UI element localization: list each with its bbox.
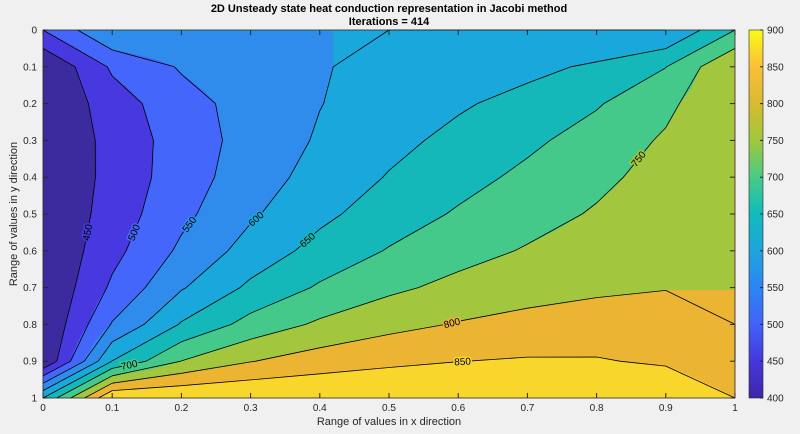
x-tick-label: 0 (40, 403, 46, 414)
contour-label: 500 (126, 223, 143, 243)
contour-line-700 (56, 29, 736, 399)
contour-label: 850 (454, 356, 472, 368)
colorbar-tick-label: 800 (767, 99, 784, 110)
colorbar-tick-label: 850 (767, 62, 784, 73)
y-tick-label: 0.7 (23, 283, 37, 294)
x-tick-label: 0.8 (590, 403, 604, 414)
y-tick-label: 0.2 (23, 99, 37, 110)
colorbar-tick-label: 750 (767, 136, 784, 147)
x-axis-label: Range of values in x direction (316, 416, 462, 428)
x-tick-label: 0.7 (520, 403, 534, 414)
contour-label: 450 (81, 223, 95, 242)
colorbar-tick-label: 500 (767, 320, 784, 331)
x-tick-label: 0.4 (313, 403, 327, 414)
y-tick-label: 0.3 (23, 136, 37, 147)
colorbar-tick-label: 550 (767, 283, 784, 294)
x-tick-label: 0.6 (451, 403, 465, 414)
colorbar-tick-label: 700 (767, 173, 784, 184)
chart-subtitle: Iterations = 414 (348, 16, 430, 28)
y-tick-label: 0.1 (23, 62, 37, 73)
y-tick-label: 1 (31, 394, 37, 405)
y-tick-label: 0.4 (23, 173, 37, 184)
contour-line-600 (42, 29, 666, 391)
y-tick-label: 0 (31, 26, 37, 37)
colorbar-tick-label: 900 (767, 26, 784, 37)
x-tick-label: 0.2 (174, 403, 188, 414)
contour-line-500 (42, 29, 154, 377)
x-tick-label: 0.3 (244, 403, 258, 414)
x-tick-label: 1 (732, 403, 738, 414)
contour-label: 700 (120, 359, 139, 373)
contour-label: 800 (443, 316, 462, 331)
chart-title: 2D Unsteady state heat conduction repres… (210, 3, 568, 15)
contour-line-550 (42, 29, 223, 384)
contour-line-750 (70, 48, 736, 399)
y-tick-label: 0.9 (23, 357, 37, 368)
x-tick-label: 0.5 (382, 403, 396, 414)
y-tick-label: 0.6 (23, 246, 37, 257)
colorbar-tick-label: 650 (767, 210, 784, 221)
contour-line-800 (84, 290, 736, 399)
contour-fill (43, 30, 735, 398)
y-tick-label: 0.5 (23, 210, 37, 221)
axes-box (42, 29, 736, 399)
x-tick-label: 0.1 (105, 403, 119, 414)
contour-line-650 (42, 29, 701, 399)
colorbar-tick-label: 450 (767, 357, 784, 368)
colorbar-tick-label: 600 (767, 246, 784, 257)
contour-label: 650 (298, 231, 318, 251)
contour-label: 600 (247, 210, 267, 230)
y-axis-label: Range of values in y direction (8, 141, 20, 287)
y-tick-label: 0.8 (23, 320, 37, 331)
colorbar-tick-label: 400 (767, 394, 784, 405)
contour-line-850 (98, 356, 736, 399)
x-tick-label: 0.9 (659, 403, 673, 414)
contour-line-450 (42, 48, 96, 369)
